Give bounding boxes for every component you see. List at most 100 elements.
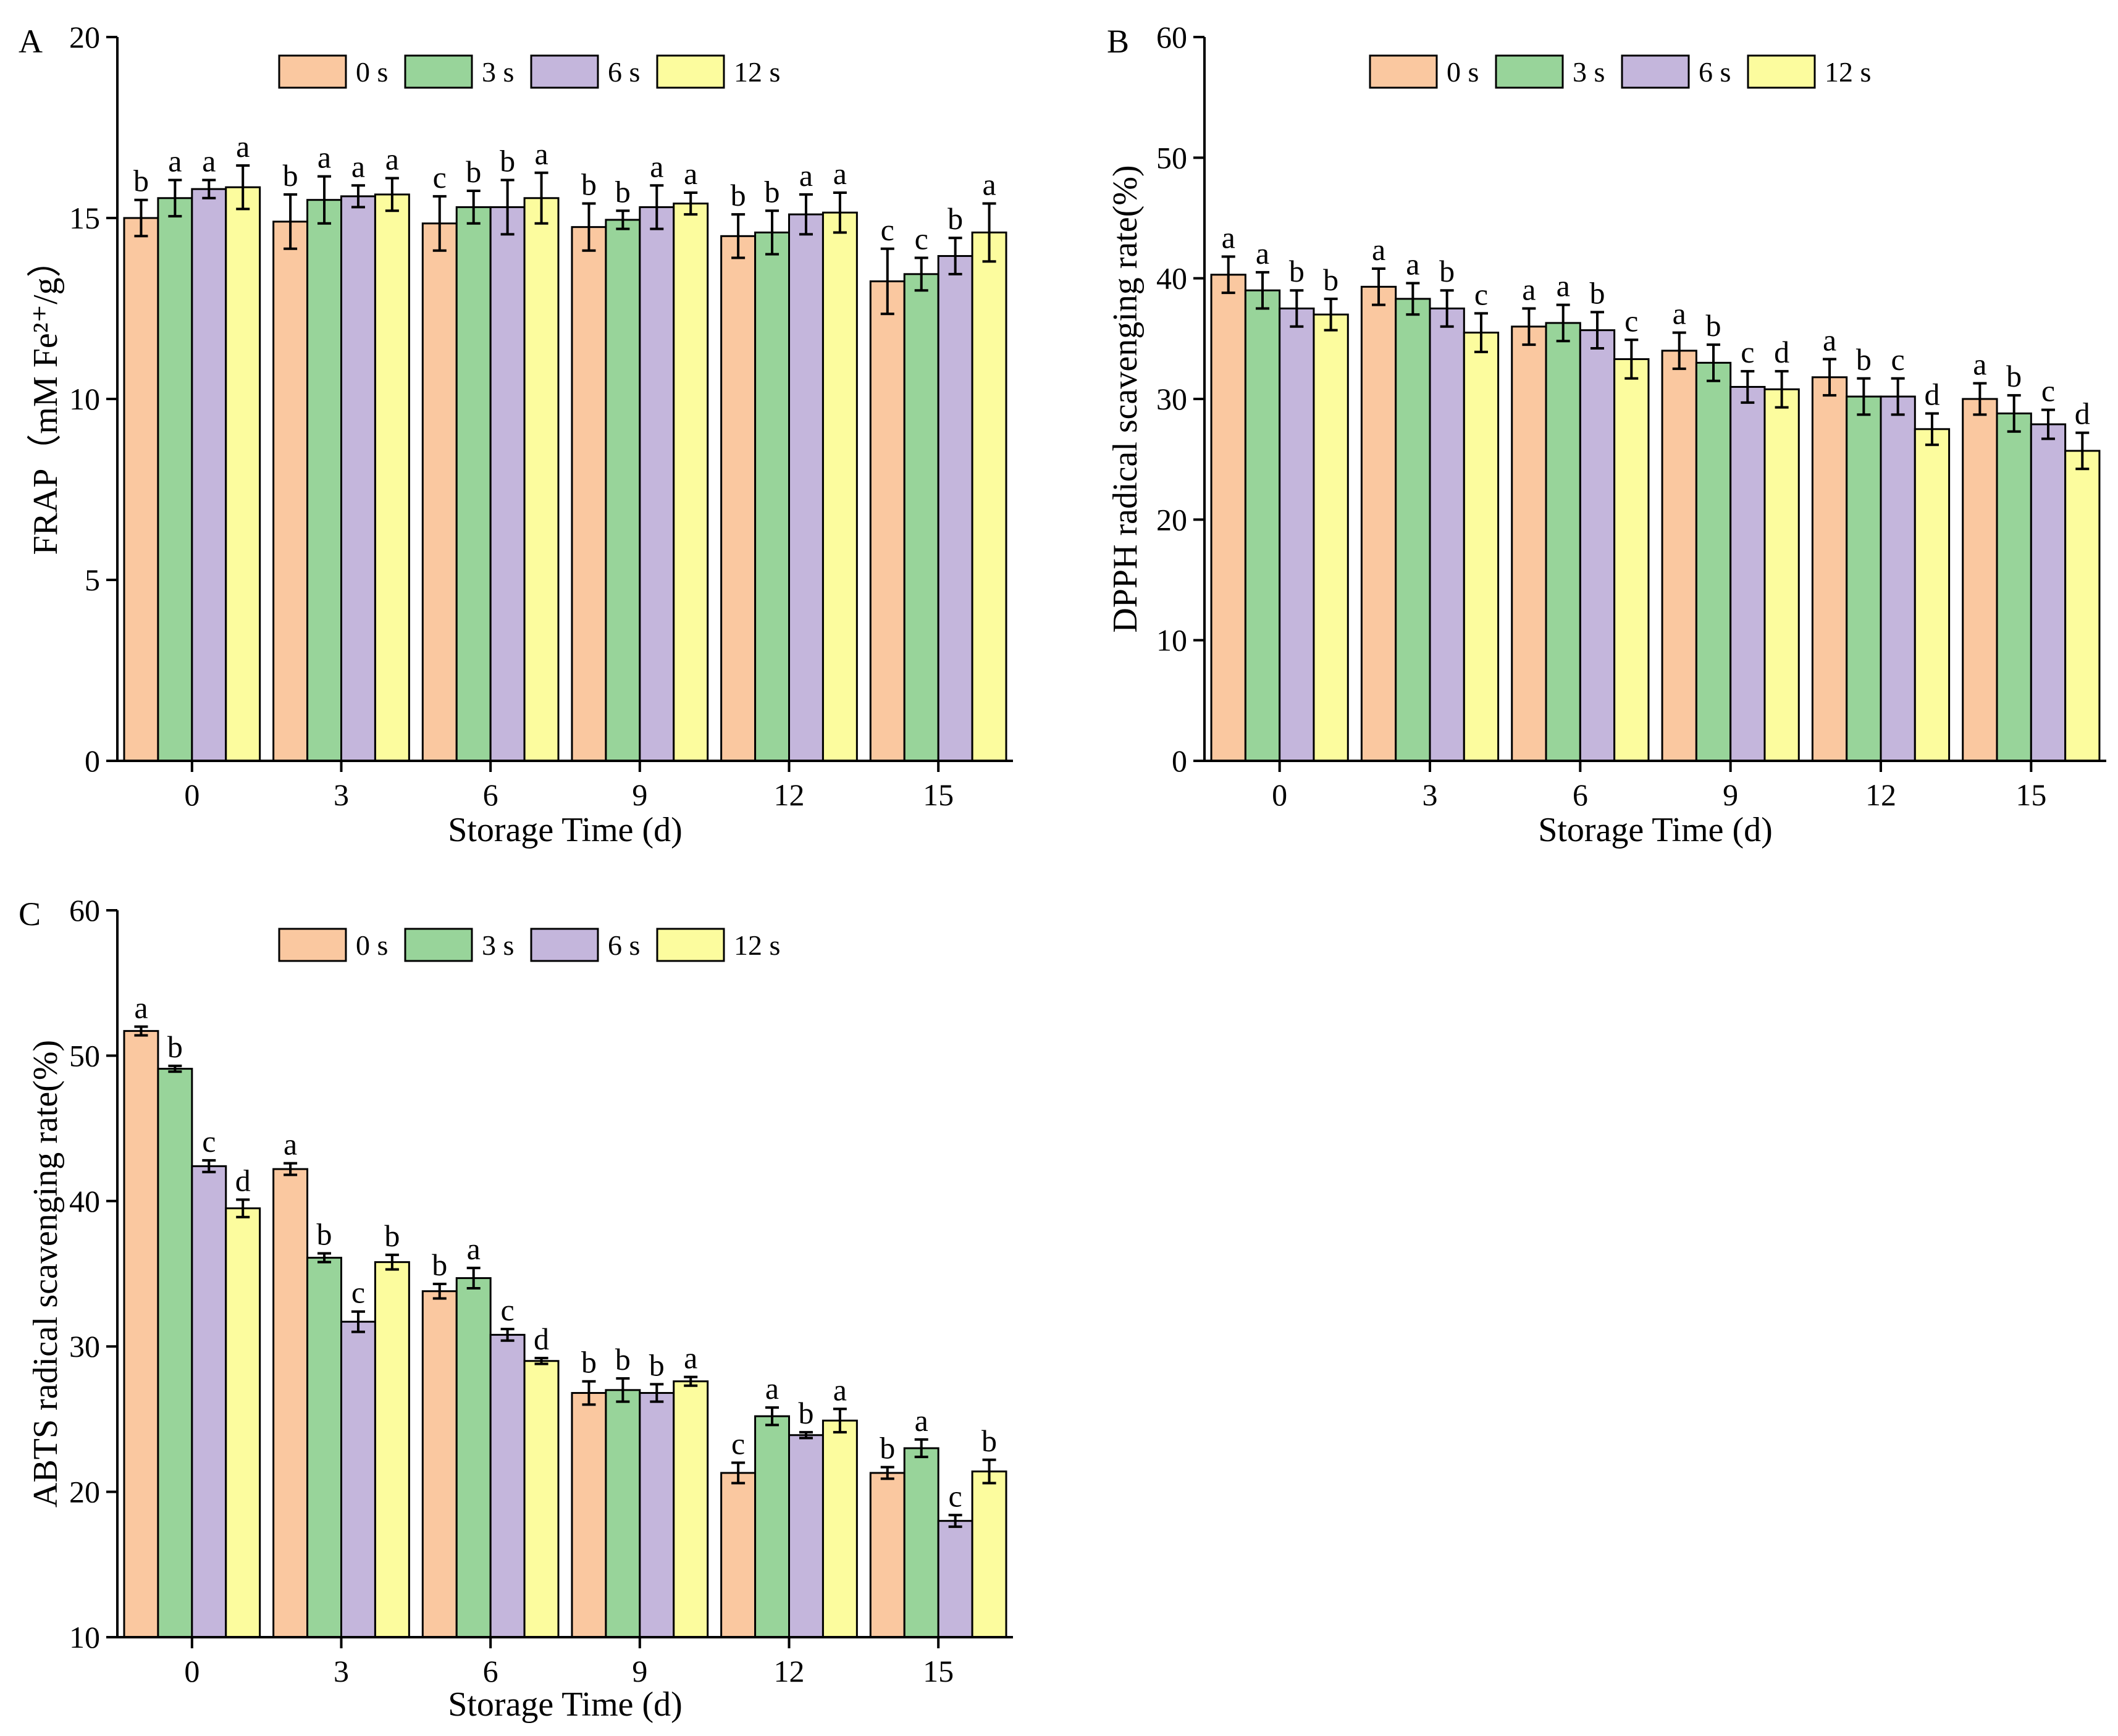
data-label: c [2041,374,2055,408]
data-label: a [1256,236,1269,270]
bar [1579,329,1616,762]
bar [123,1029,159,1638]
y-tick-label: 10 [69,1620,100,1654]
bar [822,1419,858,1638]
bar [639,1392,675,1638]
data-label: d [2075,396,2090,431]
bar [272,1168,309,1638]
data-label: b [649,1348,665,1382]
panel-label: A [19,23,43,60]
bar [1763,388,1800,762]
data-label: c [881,212,894,247]
data-label: a [236,129,250,164]
bar [1729,385,1766,762]
legend-swatch [1621,54,1690,89]
data-label: a [1222,220,1235,255]
bar [1360,285,1397,762]
legend-swatch [404,928,473,962]
bar [639,206,675,762]
data-label: a [385,142,399,177]
bar [754,231,791,762]
bar [1880,395,1916,762]
y-tick-label: 20 [69,20,100,54]
data-label: b [1439,254,1455,288]
data-label: b [2006,359,2022,393]
bar [1511,325,1547,762]
data-label: b [1856,342,1872,377]
data-label: a [317,140,331,175]
data-label: b [133,164,149,198]
data-label: c [501,1293,515,1327]
bar [720,1472,757,1638]
bar [306,199,342,762]
x-tick-label: 3 [1423,778,1438,812]
bar [191,1165,227,1638]
data-label: a [684,156,697,191]
data-label: c [433,160,447,195]
bar [489,206,526,762]
bar [455,206,492,762]
bar [225,1207,261,1638]
legend-label: 12 s [734,929,780,961]
y-axis-label: DPPH radical scavenging rate(%) [1106,165,1145,632]
data-label: b [1289,254,1305,288]
legend-label: 3 s [482,929,514,961]
bar [421,1290,458,1638]
x-tick-label: 15 [2015,778,2046,812]
bar [1661,350,1697,762]
data-label: a [351,149,365,183]
y-tick-label: 50 [69,1038,100,1073]
data-label: a [467,1231,481,1266]
data-label: d [1774,335,1789,369]
bar [1695,361,1732,762]
data-label: b [317,1217,332,1252]
x-tick-label: 12 [1865,778,1896,812]
bar [1463,332,1500,762]
x-tick-label: 0 [184,778,200,812]
bar [1429,308,1465,762]
y-tick-label: 40 [69,1184,100,1218]
y-tick-label: 20 [69,1475,100,1509]
data-label: a [833,1372,847,1407]
x-tick-label: 6 [1573,778,1588,812]
legend-swatch [278,928,347,962]
x-tick-label: 0 [1272,778,1287,812]
legend-swatch [656,928,725,962]
data-label: b [384,1218,400,1253]
bar [571,226,607,762]
legend-label: 3 s [1573,56,1605,88]
bar [340,1320,376,1638]
bar [1395,298,1431,762]
x-tick-label: 9 [632,1654,647,1688]
y-tick-label: 60 [1156,20,1187,54]
data-label: a [1372,232,1385,267]
y-tick-label: 10 [69,382,100,416]
data-label: b [581,1345,597,1380]
data-label: b [615,174,631,209]
y-axis-label: ABTS radical scavenging rate(%) [27,1040,65,1507]
bar [123,217,159,762]
legend-label: 0 s [356,56,388,88]
legend-label: 0 s [1447,56,1479,88]
bar [1613,358,1650,762]
bar [869,280,906,762]
data-label: a [1823,323,1836,358]
x-tick-label: 9 [1723,778,1738,812]
bar [225,186,261,762]
x-axis-label: Storage Time (d) [1538,811,1773,849]
bar [605,1389,641,1638]
legend-label: 3 s [482,56,514,88]
x-tick-label: 6 [483,778,498,812]
data-label: b [948,201,963,236]
bar [489,1333,526,1638]
data-label: b [283,158,298,193]
bar [2064,450,2101,762]
data-label: b [1323,262,1338,297]
data-label: d [534,1322,549,1356]
x-tick-label: 12 [774,778,805,812]
data-label: a [684,1341,697,1375]
bar [1279,308,1315,762]
data-label: a [982,167,996,202]
